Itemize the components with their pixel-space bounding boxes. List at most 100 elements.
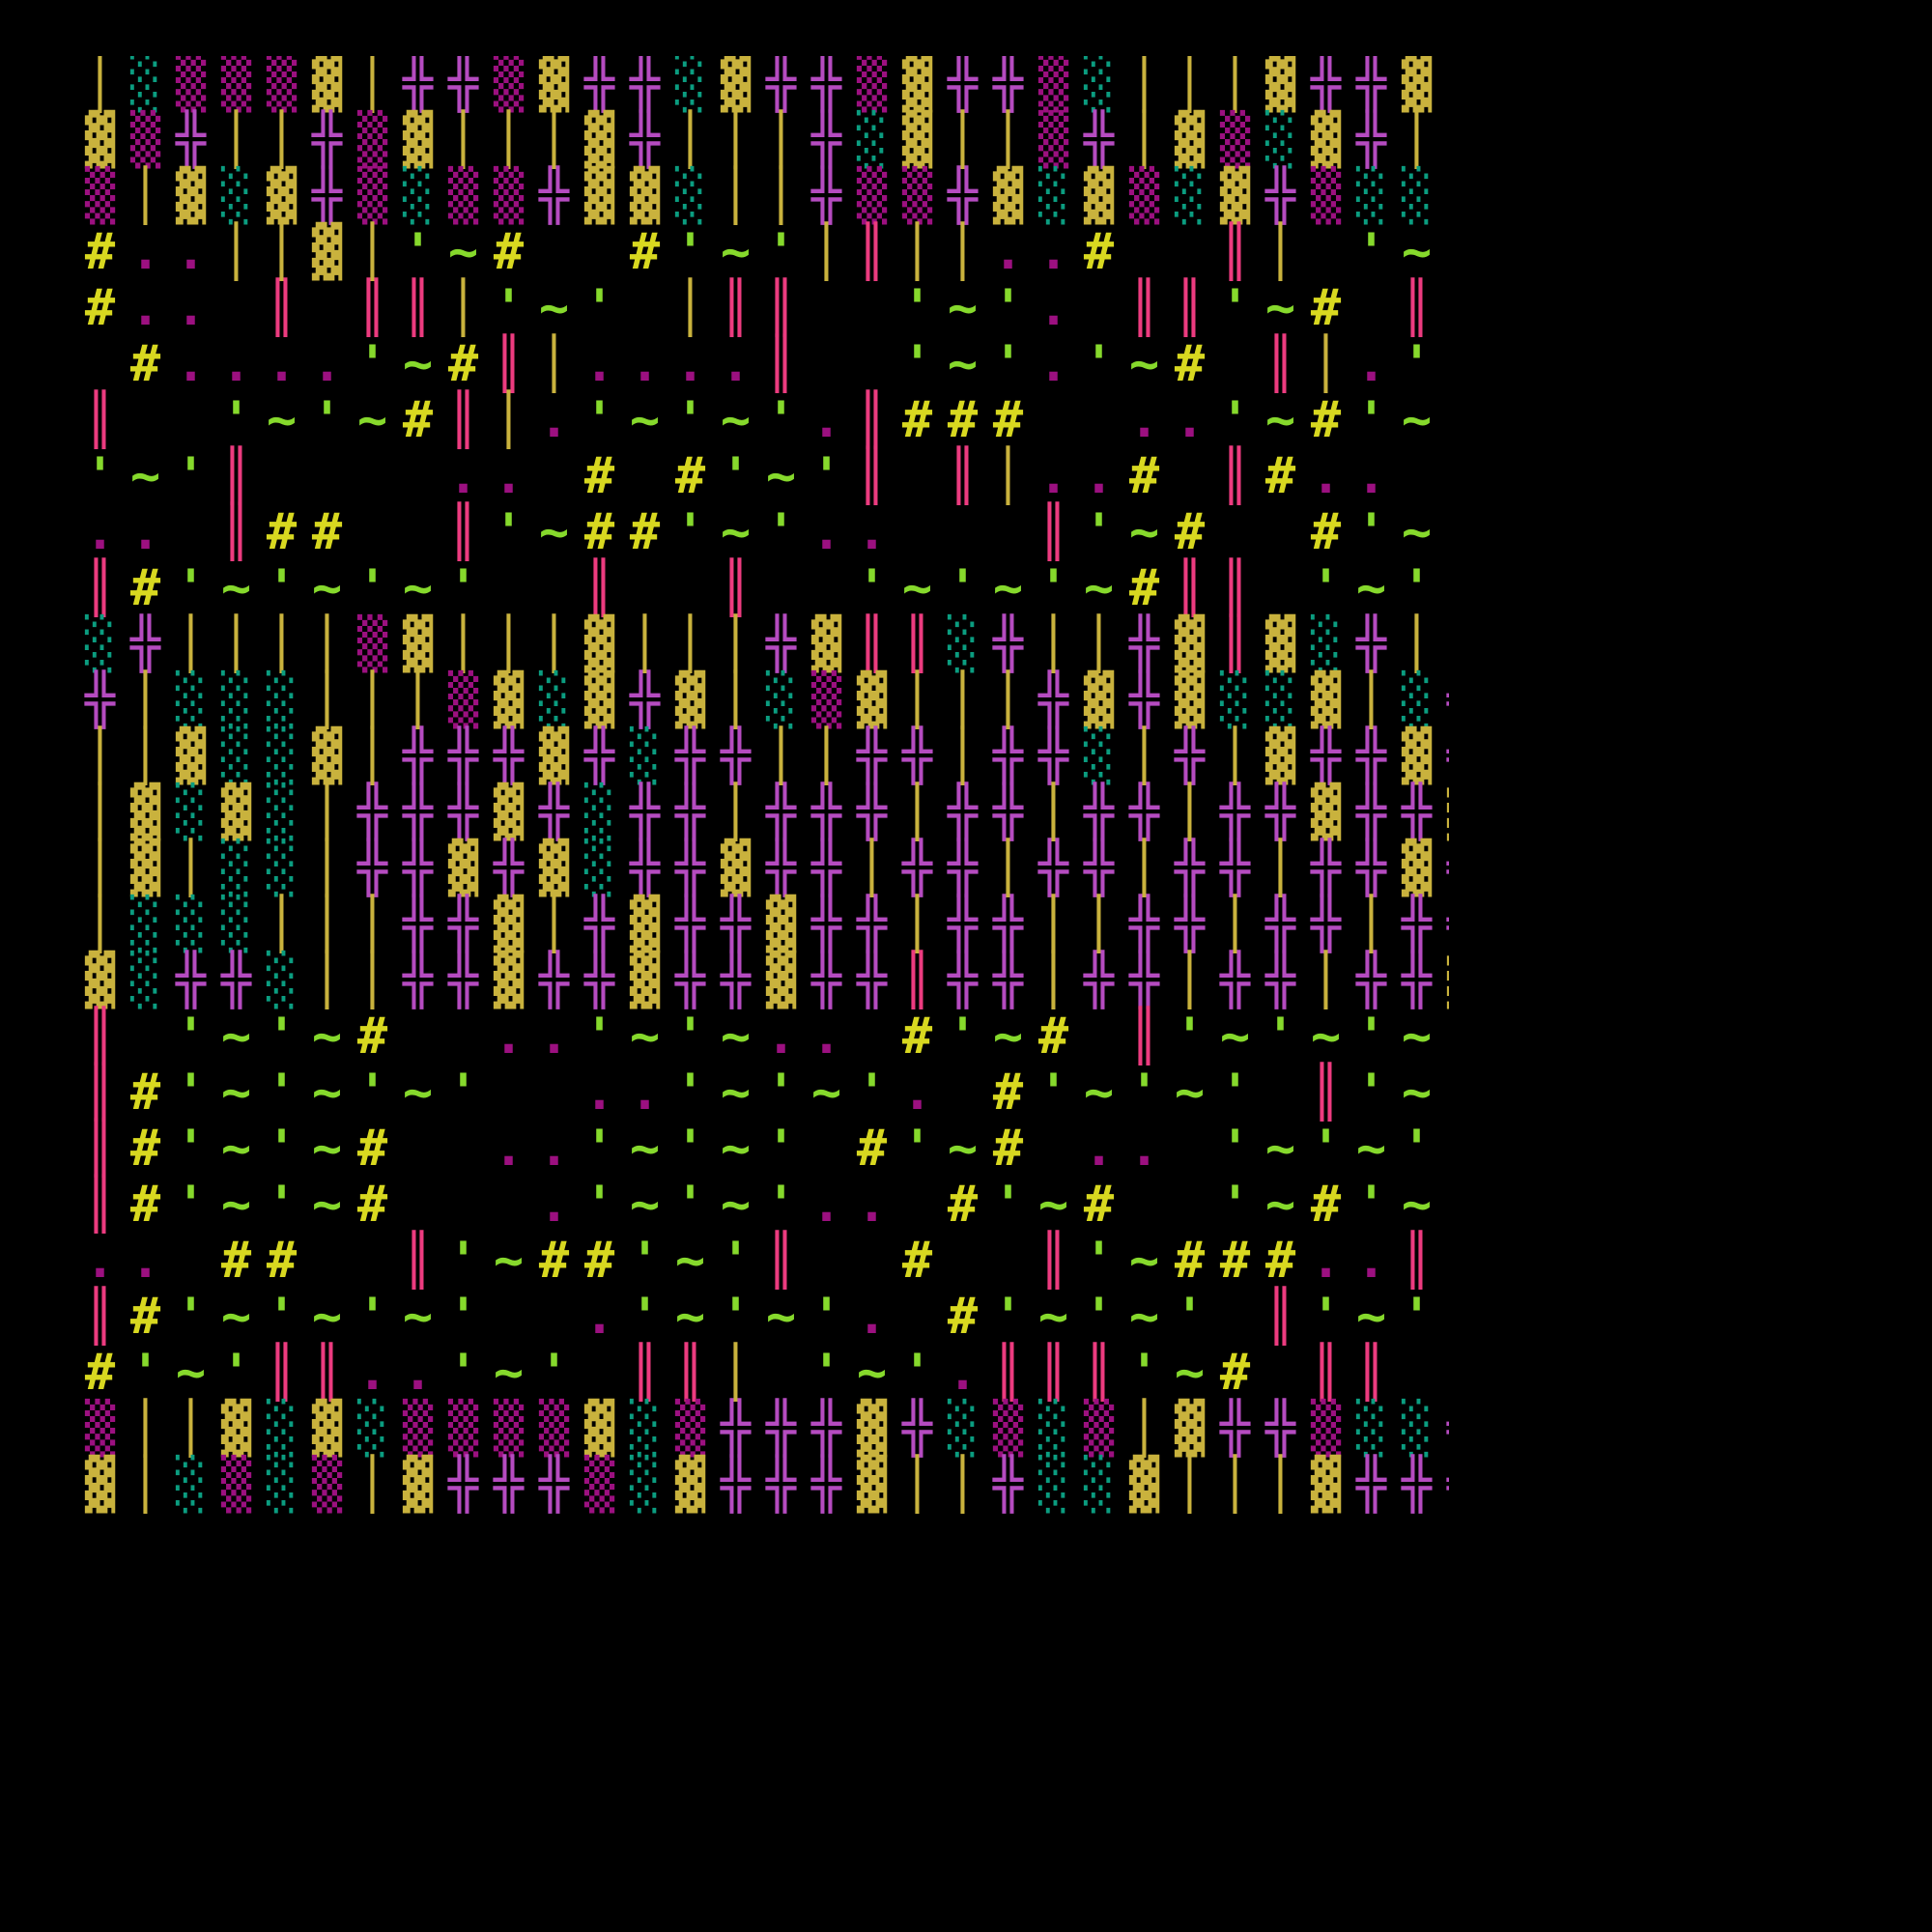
- glyph-light-shade-block: ░: [1083, 1456, 1115, 1514]
- glyph-double-cross: ╬: [765, 1400, 797, 1458]
- glyph-period: .: [175, 335, 207, 393]
- glyph-double-cross: ╬: [629, 783, 661, 841]
- glyph-tilde: ~: [810, 1064, 842, 1122]
- glyph-number-sign: #: [1310, 279, 1342, 337]
- glyph-space: [804, 1233, 849, 1289]
- glyph-apostrophe: ': [175, 559, 207, 617]
- glyph-space: [1031, 1121, 1076, 1177]
- art-row: ▒│▓░▓╬▒░▒▒╬▓▓░││╬▒▒╬▓░▓▒░▓╬▒░░│: [77, 168, 1449, 224]
- glyph-apostrophe: ': [1219, 391, 1251, 449]
- glyph-medium-shade-block: ▒: [1310, 1400, 1342, 1458]
- glyph-apostrophe: ': [220, 391, 252, 449]
- glyph-double-cross: ╬: [583, 895, 615, 953]
- glyph-space: [804, 1121, 849, 1177]
- glyph-tilde: ~: [538, 279, 570, 337]
- glyph-number-sign: #: [583, 1232, 615, 1290]
- art-row: #....'~#║│....║ '~'.'~# ║│.'~: [77, 336, 1449, 392]
- glyph-period: .: [402, 1344, 434, 1402]
- glyph-double-cross: ╬: [447, 56, 479, 113]
- glyph-apostrophe: ': [402, 223, 434, 281]
- art-row: ▓▒╬││╬▒▓│││▓╬│││╬░▓││▒╬│▓▒░▓╬││: [77, 112, 1449, 168]
- glyph-apostrophe: ': [947, 1008, 979, 1065]
- glyph-period: .: [1310, 1232, 1342, 1290]
- glyph-light-vertical: │: [129, 1400, 161, 1458]
- glyph-light-vertical: │: [311, 783, 343, 841]
- glyph-number-sign: #: [84, 279, 116, 337]
- glyph-double-cross: ╬: [947, 895, 979, 953]
- glyph-number-sign: #: [493, 223, 525, 281]
- glyph-space: [758, 560, 804, 616]
- glyph-double-cross: ╬: [1128, 895, 1160, 953]
- glyph-apostrophe: ': [1219, 1064, 1251, 1122]
- glyph-double-cross: ╬: [493, 839, 525, 897]
- glyph-double-cross: ╬: [402, 839, 434, 897]
- glyph-number-sign: #: [992, 1120, 1024, 1178]
- glyph-space: [577, 224, 622, 280]
- glyph-tilde: ~: [765, 447, 797, 505]
- glyph-medium-shade-block: ▒: [311, 1456, 343, 1514]
- glyph-period: .: [765, 1008, 797, 1065]
- glyph-space: [1258, 1065, 1303, 1121]
- glyph-space: [622, 560, 668, 616]
- glyph-dark-shade-block: ▓: [1310, 671, 1342, 729]
- glyph-period: .: [129, 1232, 161, 1290]
- glyph-apostrophe: ': [1219, 1176, 1251, 1234]
- glyph-light-vertical: │: [538, 335, 570, 393]
- glyph-light-shade-block: ░: [266, 783, 298, 841]
- glyph-space: [77, 336, 123, 392]
- glyph-tilde: ~: [1037, 1176, 1069, 1234]
- glyph-tilde: ~: [720, 223, 752, 281]
- glyph-space: [395, 1121, 440, 1177]
- glyph-light-vertical: │: [1037, 783, 1069, 841]
- glyph-dark-shade-block: ▓: [674, 671, 706, 729]
- glyph-light-vertical: │: [1264, 839, 1296, 897]
- glyph-space: [350, 448, 395, 504]
- glyph-double-vertical: ║: [447, 391, 479, 449]
- glyph-light-shade-block: ░: [220, 895, 252, 953]
- glyph-light-vertical: │: [1083, 615, 1115, 673]
- glyph-space: [804, 560, 849, 616]
- art-row: .. ║## ║'~##'~'.. ║'~# #'~': [77, 504, 1449, 560]
- glyph-dark-shade-block: ▓: [311, 1400, 343, 1458]
- glyph-apostrophe: ': [856, 559, 888, 617]
- glyph-light-shade-block: ░: [175, 895, 207, 953]
- glyph-number-sign: #: [1083, 223, 1115, 281]
- glyph-light-vertical: │: [493, 391, 525, 449]
- glyph-dark-shade-block: ▓: [1083, 167, 1115, 225]
- glyph-light-shade-block: ░: [266, 1400, 298, 1458]
- glyph-number-sign: #: [1174, 335, 1206, 393]
- glyph-double-cross: ╬: [947, 783, 979, 841]
- glyph-double-cross: ╬: [992, 783, 1024, 841]
- glyph-double-cross: ╬: [720, 895, 752, 953]
- glyph-space: [1212, 1289, 1258, 1345]
- glyph-double-vertical: ║: [765, 279, 797, 337]
- glyph-period: .: [129, 279, 161, 337]
- glyph-apostrophe: ': [765, 1176, 797, 1234]
- glyph-space: [1258, 504, 1303, 560]
- glyph-light-vertical: │: [84, 895, 116, 953]
- glyph-dark-shade-block: ▓: [1401, 839, 1433, 897]
- glyph-period: .: [992, 223, 1024, 281]
- glyph-double-cross: ╬: [1401, 895, 1433, 953]
- glyph-double-vertical: ║: [1083, 1344, 1115, 1402]
- glyph-space: [1167, 224, 1212, 280]
- glyph-apostrophe: ': [1439, 504, 1449, 560]
- glyph-light-vertical: │: [901, 895, 933, 953]
- glyph-tilde: ~: [629, 1008, 661, 1065]
- glyph-dark-shade-block: ▓: [1439, 952, 1449, 1009]
- glyph-double-vertical: ║: [402, 1232, 434, 1290]
- glyph-apostrophe: ': [629, 1232, 661, 1290]
- glyph-apostrophe: ': [810, 447, 842, 505]
- glyph-number-sign: #: [1128, 447, 1160, 505]
- glyph-double-cross: ╬: [810, 952, 842, 1009]
- glyph-light-vertical: │: [1439, 616, 1449, 672]
- glyph-double-cross: ╬: [1310, 727, 1342, 785]
- glyph-space: [1439, 1345, 1449, 1401]
- glyph-light-vertical: │: [84, 783, 116, 841]
- glyph-medium-shade-block: ▒: [356, 615, 388, 673]
- glyph-light-vertical: │: [1037, 895, 1069, 953]
- glyph-medium-shade-block: ▒: [175, 56, 207, 113]
- glyph-light-vertical: │: [311, 671, 343, 729]
- glyph-space: [168, 1233, 213, 1289]
- glyph-number-sign: #: [1037, 1008, 1069, 1065]
